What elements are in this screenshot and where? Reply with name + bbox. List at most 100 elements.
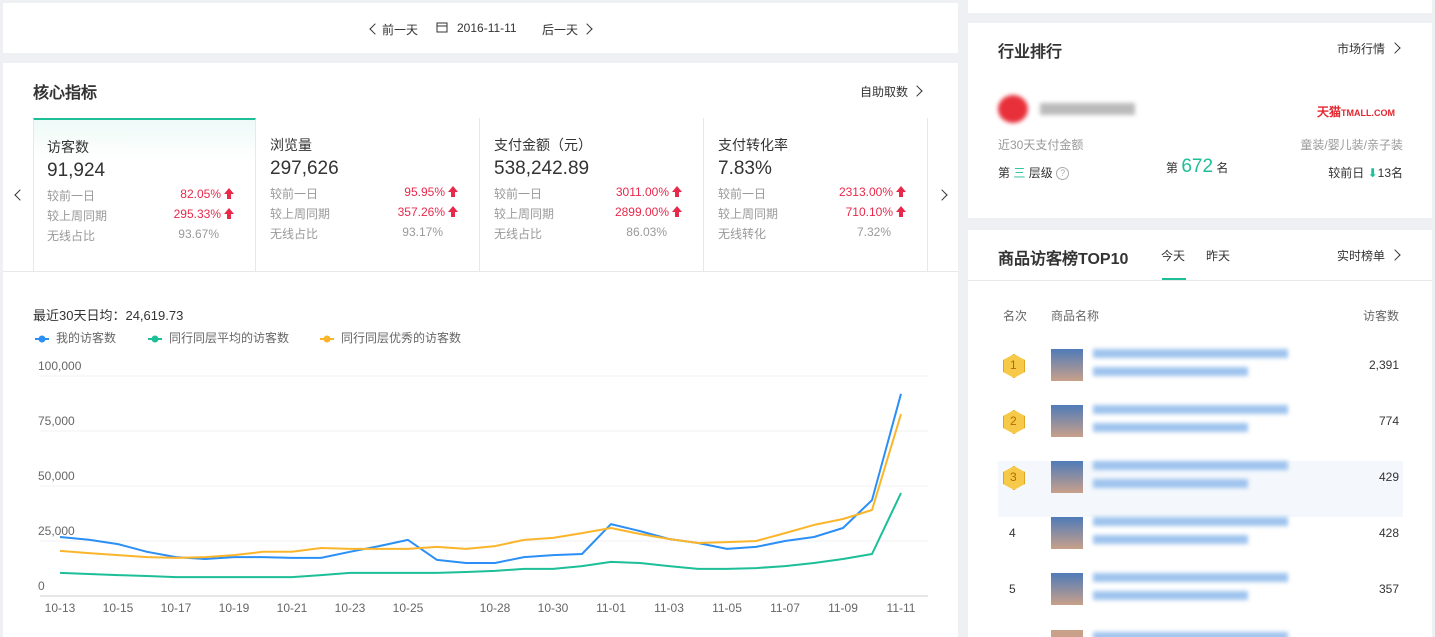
header-visitors: 访客数 (1362, 309, 1399, 323)
rank-value: 672 (1181, 156, 1214, 177)
product-name-blur (1093, 517, 1288, 526)
rank-prefix: 第 (1166, 161, 1179, 175)
compare-value: 95.95% (404, 185, 445, 199)
prev-icon[interactable] (369, 23, 381, 35)
name-partial (1093, 632, 1288, 637)
compare-value: 2313.00% (838, 185, 893, 199)
tier-suffix: 层级 (1028, 166, 1053, 180)
compare-value: 295.33% (173, 207, 221, 221)
thumb-partial (1051, 630, 1083, 637)
up-arrow (448, 206, 458, 212)
up-arrow-stem (675, 212, 679, 217)
product-name-blur (1093, 461, 1288, 470)
metric-name: 浏览量 (270, 137, 312, 153)
metric-name: 访客数 (47, 139, 89, 155)
thumbnail (1051, 349, 1083, 381)
product-name-blur (1093, 405, 1288, 414)
metric-next[interactable] (936, 189, 948, 201)
next-day[interactable]: 后一天 (542, 23, 579, 37)
down-arrow: ⬇ (1367, 166, 1378, 180)
tab-underline (1162, 278, 1186, 280)
tab-yesterday[interactable]: 昨天 (1206, 249, 1231, 263)
shop-logo (998, 95, 1028, 123)
product-name-blur (1093, 535, 1248, 544)
top10-link[interactable]: 实时榜单 (1337, 249, 1386, 263)
metric-name: 支付转化率 (718, 137, 788, 153)
compare-label: 无线占比 (494, 227, 543, 241)
compare-label: 无线占比 (47, 229, 96, 243)
next-icon[interactable] (581, 23, 593, 35)
up-arrow-stem (899, 212, 903, 217)
date[interactable]: 2016-11-11 (457, 21, 517, 35)
rank: 4 (1009, 526, 1016, 540)
product-name-blur (1093, 367, 1248, 376)
rank-suffix: 名 (1216, 161, 1229, 175)
help-icon[interactable]: ? (1056, 167, 1070, 181)
compare-label: 无线转化 (718, 227, 767, 241)
metric-value: 7.83% (718, 158, 772, 179)
compare-value: 357.26% (397, 205, 445, 219)
brand-en: TMALL.COM (1341, 108, 1396, 118)
industry-link-icon[interactable] (1389, 42, 1401, 54)
core-link[interactable]: 自助取数 (860, 85, 909, 99)
rank-badge (1003, 466, 1025, 490)
up-arrow (224, 188, 234, 194)
metric-prev[interactable] (14, 189, 26, 201)
thumbnail (1051, 517, 1083, 549)
change-label: 较前日 (1328, 166, 1365, 180)
compare-value: 3011.00% (615, 185, 669, 199)
rank: 1 (1010, 358, 1017, 372)
core-panel: 核心指标 自助取数 最近30天日均：24,619.73 访客数 91,924 较前一… (3, 63, 958, 637)
tier-prefix: 第 (998, 166, 1011, 180)
calendar-icon[interactable] (436, 21, 448, 33)
compare-label: 较上周同期 (47, 209, 108, 223)
metric-card[interactable]: 浏览量 297,626 较前一日 95.95% 较上周同期 357.26% 无线占比 93.1… (257, 118, 480, 271)
compare-label: 较前一日 (718, 187, 767, 201)
metric-card[interactable]: 支付转化率 7.83% 较前一日 2313.00% 较上周同期 710.10% 无线转化 7.… (705, 118, 928, 271)
product-name-blur (1093, 349, 1288, 358)
prev-day[interactable]: 前一天 (382, 23, 419, 37)
compare-label: 较上周同期 (270, 207, 331, 221)
product-name-blur (1093, 591, 1248, 600)
compare-value: 86.03% (626, 225, 667, 239)
tab-today[interactable]: 今天 (1161, 249, 1186, 263)
visitors: 429 (1378, 470, 1399, 484)
compare-value: 7.32% (856, 225, 891, 239)
up-arrow (448, 186, 458, 192)
top10-title: 商品访客榜TOP10 (998, 251, 1129, 268)
top10-link-icon[interactable] (1389, 249, 1401, 261)
up-arrow-stem (451, 212, 455, 217)
up-arrow-stem (227, 194, 231, 199)
brand: 天猫TMALL.COM (1317, 103, 1395, 120)
compare-label: 较前一日 (270, 187, 319, 201)
top-card (968, 0, 1432, 13)
up-arrow (224, 208, 234, 214)
up-arrow (672, 186, 682, 192)
metric-card[interactable]: 访客数 91,924 较前一日 82.05% 较上周同期 295.33% 无线占比 93.67… (33, 118, 256, 271)
rank-badge (1003, 410, 1025, 434)
visitors: 428 (1378, 526, 1399, 540)
rank: 2 (1010, 414, 1017, 428)
industry-metric: 近30天支付金额 (998, 138, 1084, 152)
chart-subtitle: 最近30天日均：24,619.73 (33, 308, 184, 323)
rank-badge (1003, 354, 1025, 378)
up-arrow-stem (899, 192, 903, 197)
metric-card[interactable]: 支付金额（元） 538,242.89 较前一日 3011.00% 较上周同期 2899.0… (481, 118, 704, 271)
metric-name: 支付金额（元） (494, 137, 592, 153)
visitors: 357 (1378, 582, 1399, 596)
core-link-icon[interactable] (911, 85, 923, 97)
up-arrow (896, 206, 906, 212)
rank: 3 (1010, 470, 1017, 484)
header-name: 商品名称 (1051, 309, 1100, 323)
thumbnail (1051, 573, 1083, 605)
compare-value: 82.05% (180, 187, 221, 201)
core-title: 核心指标 (33, 85, 98, 102)
industry-link[interactable]: 市场行情 (1337, 42, 1386, 56)
up-arrow-stem (227, 214, 231, 219)
metric-value: 297,626 (270, 158, 339, 179)
compare-value: 2899.00% (614, 205, 669, 219)
product-name-blur (1093, 573, 1288, 582)
thumbnail (1051, 405, 1083, 437)
compare-label: 无线占比 (270, 227, 319, 241)
